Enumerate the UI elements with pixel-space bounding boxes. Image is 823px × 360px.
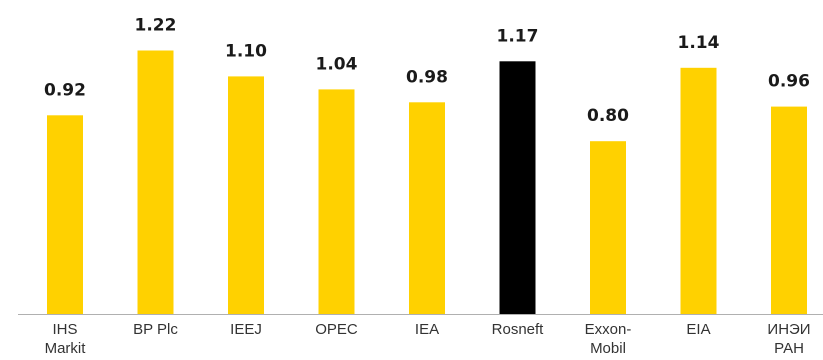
bar-exxon-mobil xyxy=(590,141,626,314)
value-label: 1.17 xyxy=(497,26,539,46)
category-label: IHS xyxy=(52,321,77,338)
bar-opec xyxy=(318,89,355,315)
value-label: 0.98 xyxy=(406,67,448,87)
category-label: Markit xyxy=(45,340,87,357)
category-label: BP Plc xyxy=(133,321,178,338)
bar-инэи-ран xyxy=(771,106,807,314)
value-label: 1.14 xyxy=(678,33,720,53)
category-label: Mobil xyxy=(590,340,626,357)
category-label: РАН xyxy=(774,340,804,357)
bar-iea xyxy=(409,102,445,314)
bar-bp-plc xyxy=(137,50,174,314)
value-label: 1.22 xyxy=(135,16,177,36)
bar-eia xyxy=(680,67,717,314)
value-label: 0.80 xyxy=(587,106,629,126)
bars-group xyxy=(47,50,807,315)
bar-ihs-markit xyxy=(47,115,83,314)
value-label: 1.04 xyxy=(316,54,358,74)
bar-rosneft xyxy=(499,61,536,314)
category-label: Exxon- xyxy=(585,321,632,338)
bar-ieej xyxy=(228,76,264,315)
category-label: IEA xyxy=(415,321,439,338)
category-label: ИНЭИ xyxy=(767,321,810,338)
value-labels-group: 0.92 1.22 1.10 1.04 0.98 1.17 0.80 1.14 0.96 xyxy=(44,16,810,127)
category-label: IEEJ xyxy=(230,321,262,338)
category-label: Rosneft xyxy=(492,321,545,338)
category-label: EIA xyxy=(686,321,710,338)
value-label: 0.96 xyxy=(768,72,810,92)
category-labels-group: IHS Markit BP Plc IEEJ OPEC IEA Rosneft Exxon- M… xyxy=(45,321,811,357)
value-label: 0.92 xyxy=(44,80,86,100)
value-label: 1.10 xyxy=(225,41,267,61)
category-label: OPEC xyxy=(315,321,358,338)
